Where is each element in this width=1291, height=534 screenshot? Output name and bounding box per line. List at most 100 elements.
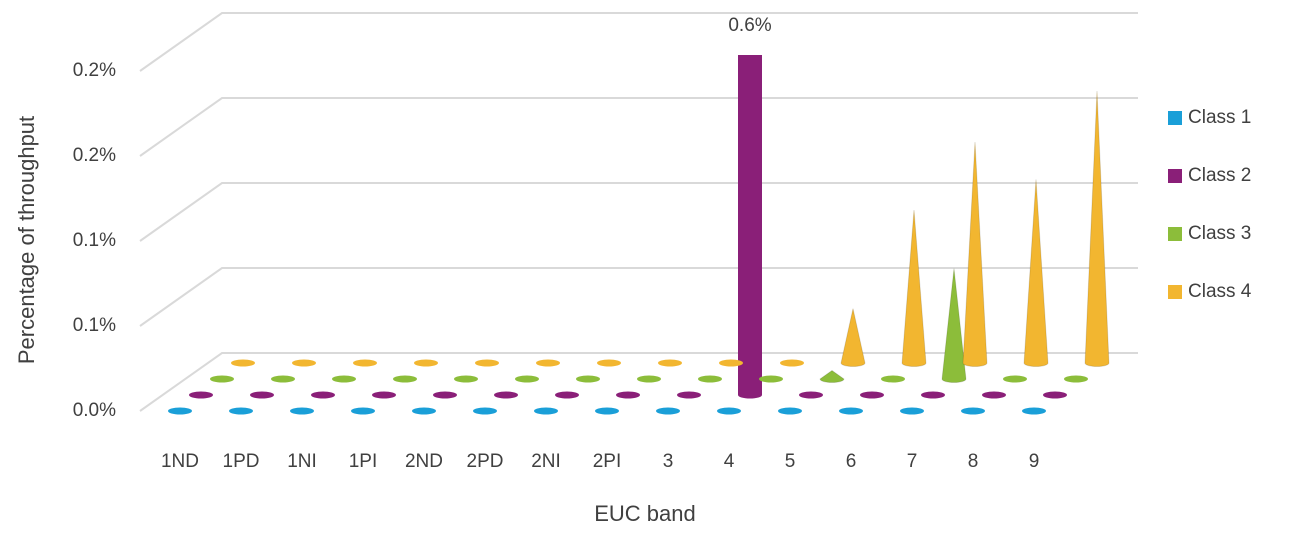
bar xyxy=(454,375,478,383)
bar xyxy=(473,407,497,415)
bar xyxy=(1023,179,1049,367)
bar xyxy=(332,375,356,383)
bar xyxy=(860,391,884,399)
bar xyxy=(372,391,396,399)
x-tick-label: 2PD xyxy=(467,451,504,472)
legend-label: Class 3 xyxy=(1188,223,1251,244)
x-axis-title: EUC band xyxy=(594,501,696,526)
bar xyxy=(1084,90,1110,367)
bar xyxy=(881,375,905,383)
bar xyxy=(900,407,924,415)
bar xyxy=(759,375,783,383)
bar xyxy=(719,359,743,367)
bar xyxy=(901,209,927,367)
bar xyxy=(717,407,741,415)
bar xyxy=(656,407,680,415)
bar xyxy=(189,391,213,399)
bar xyxy=(229,407,253,415)
grid-line xyxy=(139,12,1138,72)
bar xyxy=(494,391,518,399)
bar xyxy=(698,375,722,383)
x-tick-label: 4 xyxy=(724,451,735,472)
legend-label: Class 4 xyxy=(1188,281,1252,302)
grid-line xyxy=(139,97,1138,157)
x-tick-label: 5 xyxy=(785,451,796,472)
grid-line xyxy=(139,352,1138,412)
bar xyxy=(839,407,863,415)
bar xyxy=(982,391,1006,399)
bar xyxy=(616,391,640,399)
series xyxy=(189,55,1067,399)
bar xyxy=(555,391,579,399)
bar xyxy=(637,375,661,383)
bar xyxy=(433,391,457,399)
series xyxy=(210,268,1088,383)
y-axis-title: Percentage of throughput xyxy=(14,116,39,364)
bar xyxy=(597,359,621,367)
bar xyxy=(412,407,436,415)
bar xyxy=(168,407,192,415)
legend-label: Class 2 xyxy=(1188,165,1251,186)
bar xyxy=(311,391,335,399)
bar xyxy=(1003,375,1027,383)
x-tick-label: 1NI xyxy=(287,451,317,472)
bar xyxy=(819,369,845,383)
y-tick-label: 0.2% xyxy=(73,60,116,81)
legend-swatch xyxy=(1168,227,1182,241)
x-tick-label: 9 xyxy=(1029,451,1040,472)
y-tick-label: 0.1% xyxy=(73,230,116,251)
bar xyxy=(210,375,234,383)
legend-swatch xyxy=(1168,111,1182,125)
y-tick-label: 0.0% xyxy=(73,400,116,421)
bar xyxy=(414,359,438,367)
bar xyxy=(962,141,988,367)
grid-line xyxy=(139,267,1138,327)
bar xyxy=(1043,391,1067,399)
x-tick-label: 2NI xyxy=(531,451,561,472)
bar xyxy=(353,359,377,367)
bar xyxy=(941,268,967,383)
bar xyxy=(1022,407,1046,415)
x-tick-label: 1PI xyxy=(349,451,378,472)
legend-label: Class 1 xyxy=(1188,107,1251,128)
bar xyxy=(780,359,804,367)
bar xyxy=(290,407,314,415)
x-tick-label: 1ND xyxy=(161,451,199,472)
bar xyxy=(658,359,682,367)
x-tick-label: 6 xyxy=(846,451,857,472)
x-tick-label: 7 xyxy=(907,451,918,472)
x-tick-label: 1PD xyxy=(223,451,260,472)
bar xyxy=(677,391,701,399)
bar xyxy=(271,375,295,383)
bar xyxy=(778,407,802,415)
bar xyxy=(475,359,499,367)
x-tick-label: 3 xyxy=(663,451,674,472)
grid-line xyxy=(139,182,1138,242)
legend-swatch xyxy=(1168,169,1182,183)
data-label: 0.6% xyxy=(728,15,771,36)
bar xyxy=(534,407,558,415)
series xyxy=(231,90,1110,367)
bar xyxy=(393,375,417,383)
bar xyxy=(738,55,762,399)
bar xyxy=(595,407,619,415)
bar xyxy=(536,359,560,367)
plot-area xyxy=(168,55,1110,415)
bar xyxy=(961,407,985,415)
y-tick-label: 0.1% xyxy=(73,315,116,336)
bar xyxy=(250,391,274,399)
bar xyxy=(515,375,539,383)
x-tick-label: 8 xyxy=(968,451,979,472)
y-tick-label: 0.2% xyxy=(73,145,116,166)
bar xyxy=(840,308,866,367)
bar xyxy=(351,407,375,415)
bar xyxy=(292,359,316,367)
bar xyxy=(231,359,255,367)
bar xyxy=(799,391,823,399)
x-tick-label: 2PI xyxy=(593,451,622,472)
x-tick-label: 2ND xyxy=(405,451,443,472)
bar xyxy=(1064,375,1088,383)
bar xyxy=(921,391,945,399)
bar xyxy=(576,375,600,383)
